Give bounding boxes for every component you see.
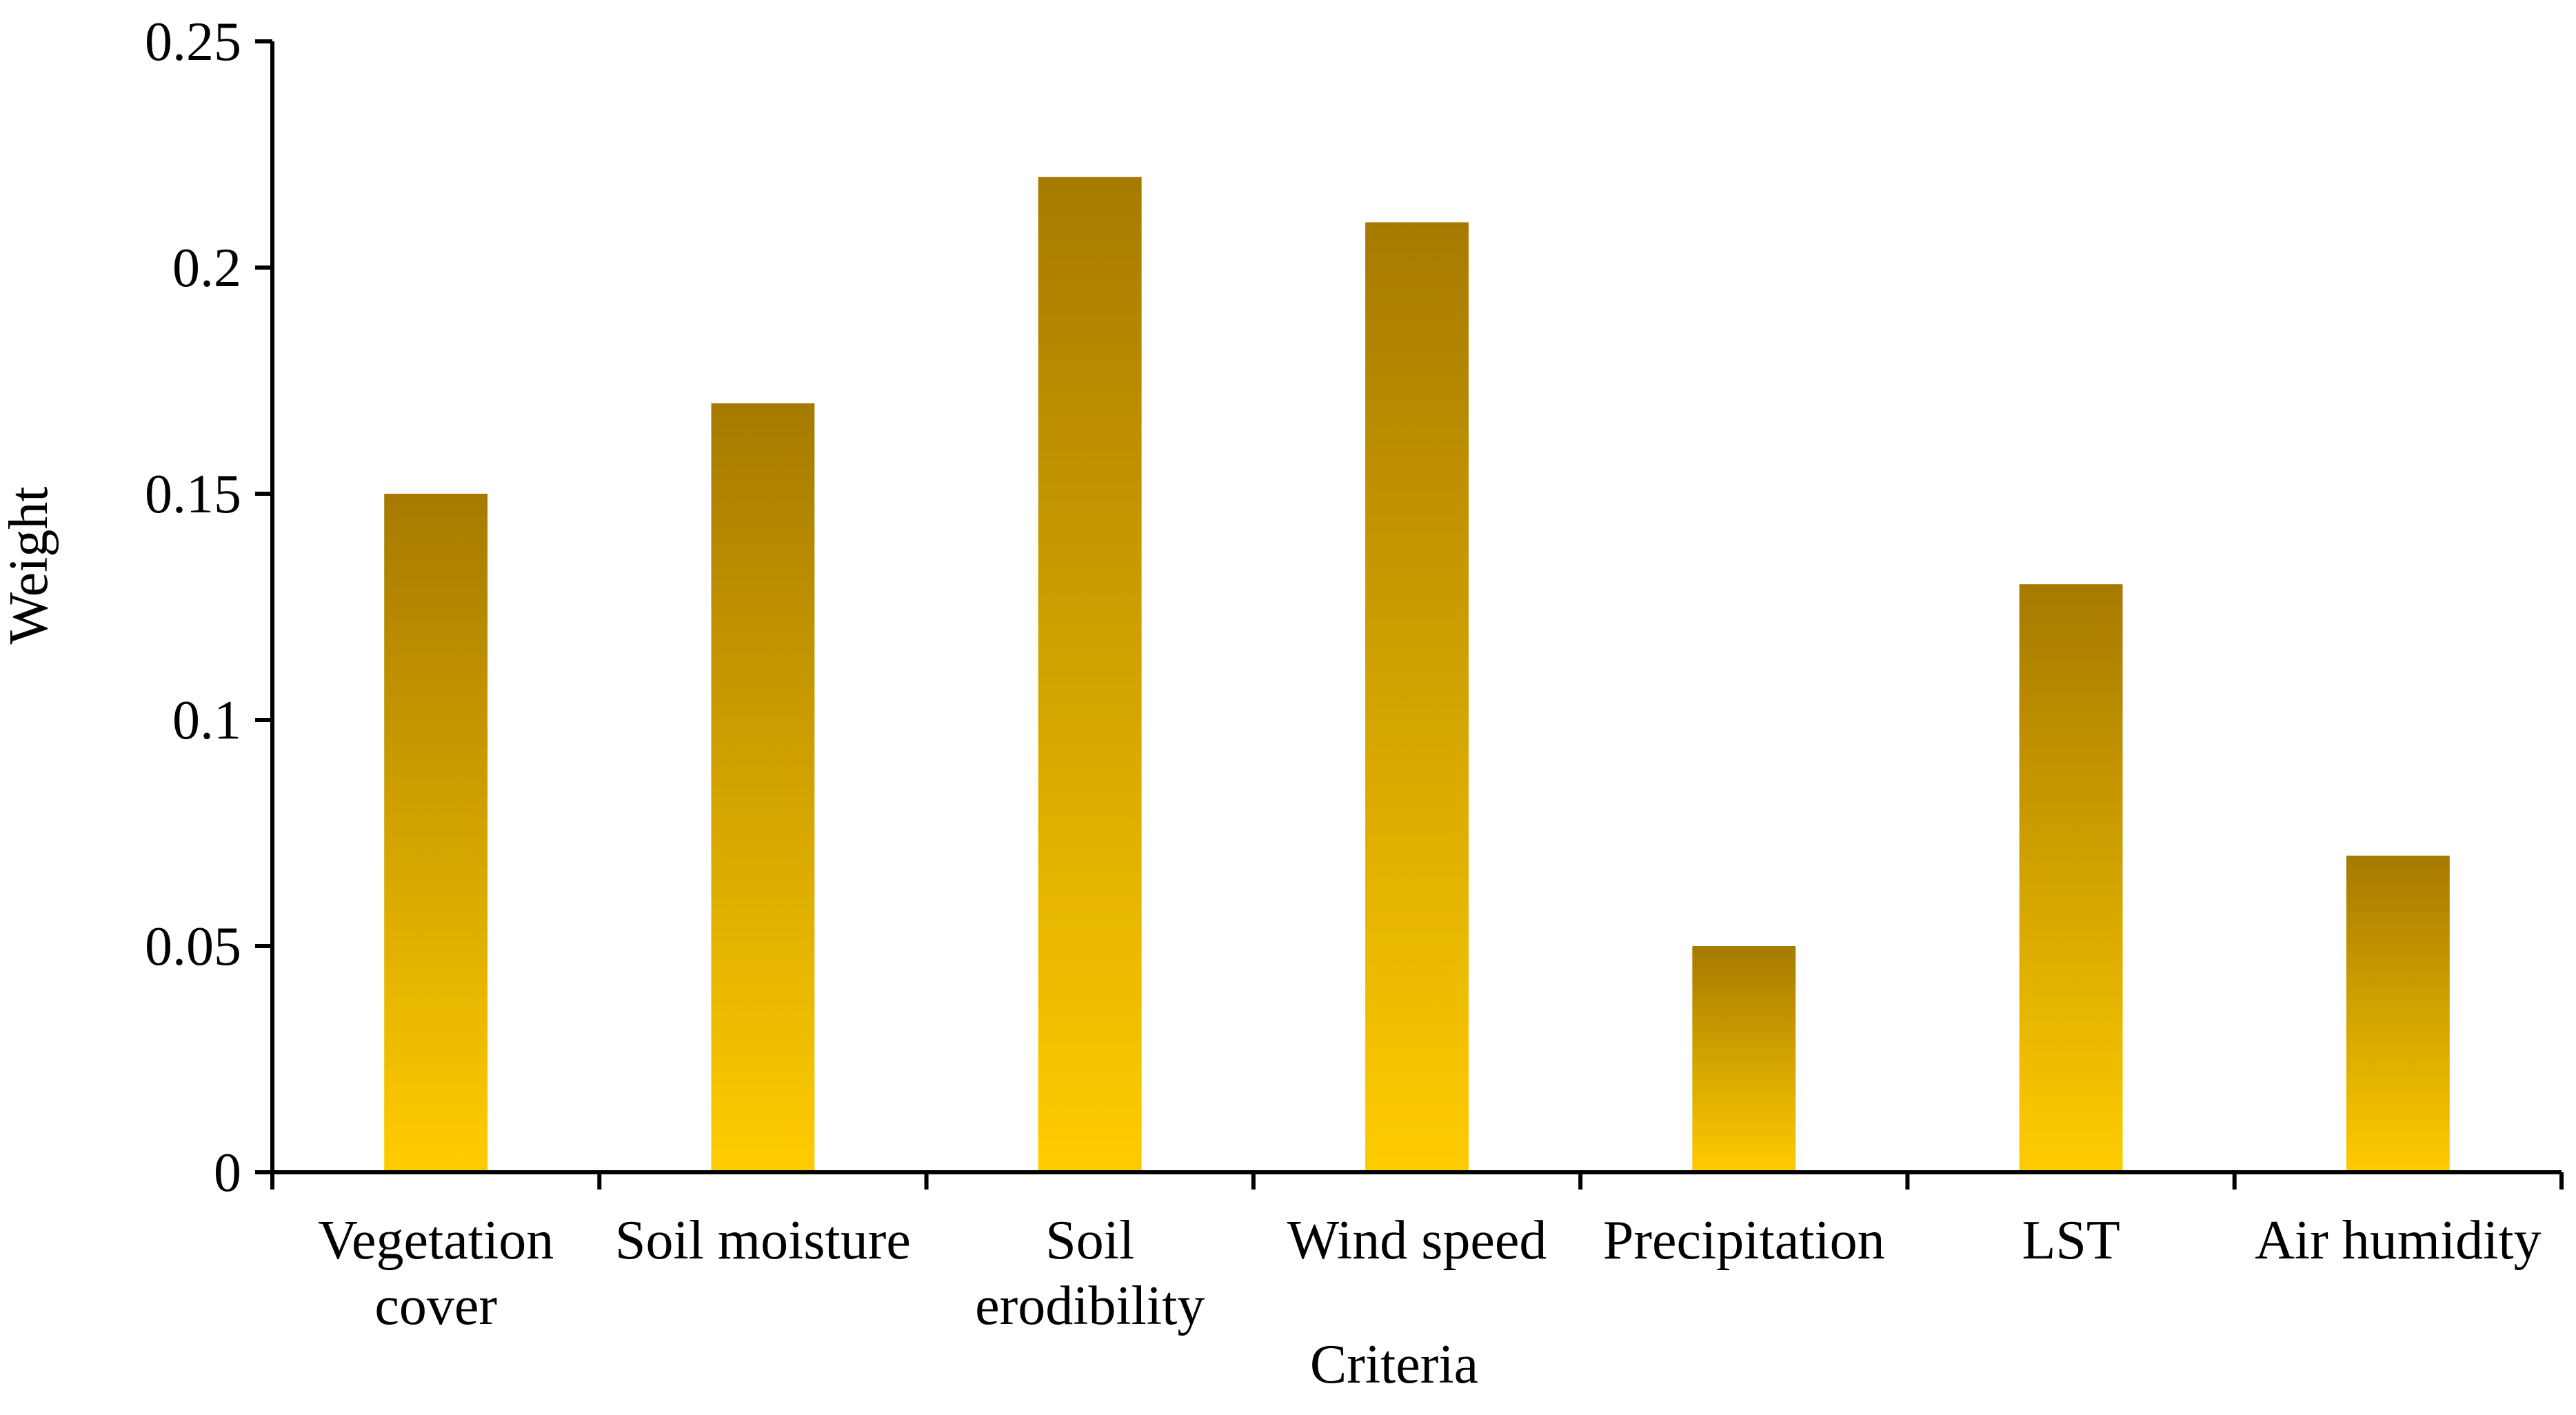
bar-6 [2346,855,2450,1172]
x-category-label: Soil erodibility [975,1210,1205,1336]
x-category-label: Wind speed [1287,1210,1547,1271]
x-ticks-group [270,1172,2564,1190]
x-axis-title: Criteria [1310,1334,1478,1395]
x-category-label: LST [2022,1210,2120,1271]
y-tick-label: 0.15 [145,464,241,525]
y-tick-label: 0.1 [172,690,241,751]
y-tick-label: 0.25 [145,12,241,72]
bar-5 [2019,584,2123,1172]
axes-group [270,41,2562,1174]
y-ticks-group: 0 0.05 0.1 0.15 0.2 0.25 [145,12,272,1203]
x-category-label: Precipitation [1603,1210,1885,1271]
y-axis-title: Weight [0,486,59,644]
x-category-label: Soil moisture [615,1210,911,1271]
bar-1 [711,403,815,1172]
bar-2 [1038,177,1142,1172]
y-tick-label: 0.2 [172,238,241,299]
bar-0 [384,494,488,1172]
x-labels-group: Vegetation cover Soil moisture Soil erodibil… [318,1210,2542,1336]
y-tick-label: 0.05 [145,916,241,977]
bar-4 [1692,946,1796,1172]
bars-group [384,177,2450,1172]
x-category-label: Vegetation cover [318,1210,554,1336]
y-tick-label: 0 [214,1143,241,1203]
bar-3 [1365,222,1469,1172]
x-category-label: Air humidity [2255,1210,2542,1271]
